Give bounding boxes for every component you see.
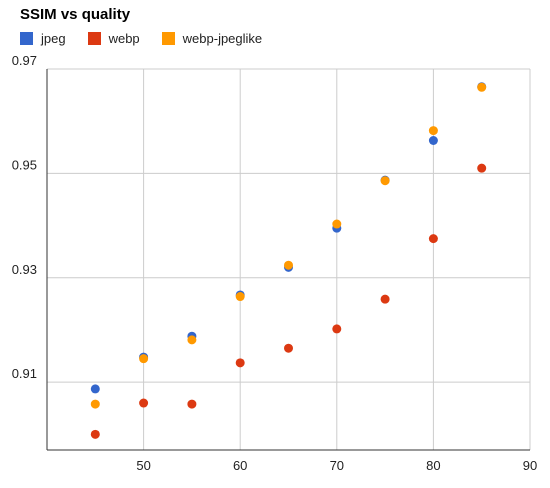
data-point-webp-45[interactable] — [90, 429, 100, 439]
x-tick-label-80: 80 — [426, 458, 440, 473]
data-point-jpeg-45[interactable] — [90, 384, 100, 394]
y-tick-label-1: 0.93 — [12, 262, 37, 277]
data-point-webp-jpeglike-70[interactable] — [332, 219, 342, 229]
data-point-webp-jpeglike-50[interactable] — [139, 354, 149, 364]
chart-title: SSIM vs quality — [20, 6, 131, 23]
x-tick-label-60: 60 — [233, 458, 247, 473]
data-point-webp-50[interactable] — [139, 398, 149, 408]
x-tick-label-70: 70 — [330, 458, 344, 473]
data-point-webp-85[interactable] — [477, 163, 487, 173]
data-point-webp-75[interactable] — [380, 294, 390, 304]
y-tick-label-3: 0.97 — [12, 53, 37, 68]
legend-item-jpeg[interactable]: jpeg — [20, 31, 66, 46]
legend-label-webp-jpeglike: webp-jpeglike — [182, 31, 263, 46]
data-point-webp-jpeglike-45[interactable] — [90, 399, 100, 409]
data-point-webp-jpeglike-60[interactable] — [235, 292, 245, 302]
x-tick-label-90: 90 — [523, 458, 537, 473]
legend-label-webp: webp — [108, 31, 140, 46]
legend-swatch-jpeg — [20, 32, 33, 45]
data-point-webp-jpeglike-85[interactable] — [477, 82, 487, 92]
legend-swatch-webp — [87, 32, 101, 45]
legend-item-webp-jpeglike[interactable]: webp-jpeglike — [161, 31, 263, 46]
data-point-webp-70[interactable] — [332, 324, 342, 334]
data-point-webp-jpeglike-55[interactable] — [187, 335, 197, 345]
data-point-webp-jpeglike-80[interactable] — [428, 126, 438, 136]
data-point-webp-60[interactable] — [235, 358, 245, 368]
legend-label-jpeg: jpeg — [41, 31, 66, 46]
legend-swatch-webp-jpeglike — [161, 32, 175, 45]
data-point-webp-jpeglike-65[interactable] — [284, 260, 293, 270]
data-point-webp-55[interactable] — [187, 399, 197, 409]
data-point-jpeg-80[interactable] — [428, 136, 438, 146]
legend: jpeg webp webp-jpeglike — [20, 31, 284, 46]
data-point-webp-65[interactable] — [284, 343, 293, 353]
legend-item-webp[interactable]: webp — [87, 31, 140, 46]
data-point-webp-jpeglike-75[interactable] — [380, 176, 390, 186]
y-tick-label-2: 0.95 — [12, 157, 37, 172]
x-tick-label-50: 50 — [136, 458, 150, 473]
data-point-webp-80[interactable] — [428, 234, 438, 244]
y-tick-label-0: 0.91 — [12, 366, 37, 381]
